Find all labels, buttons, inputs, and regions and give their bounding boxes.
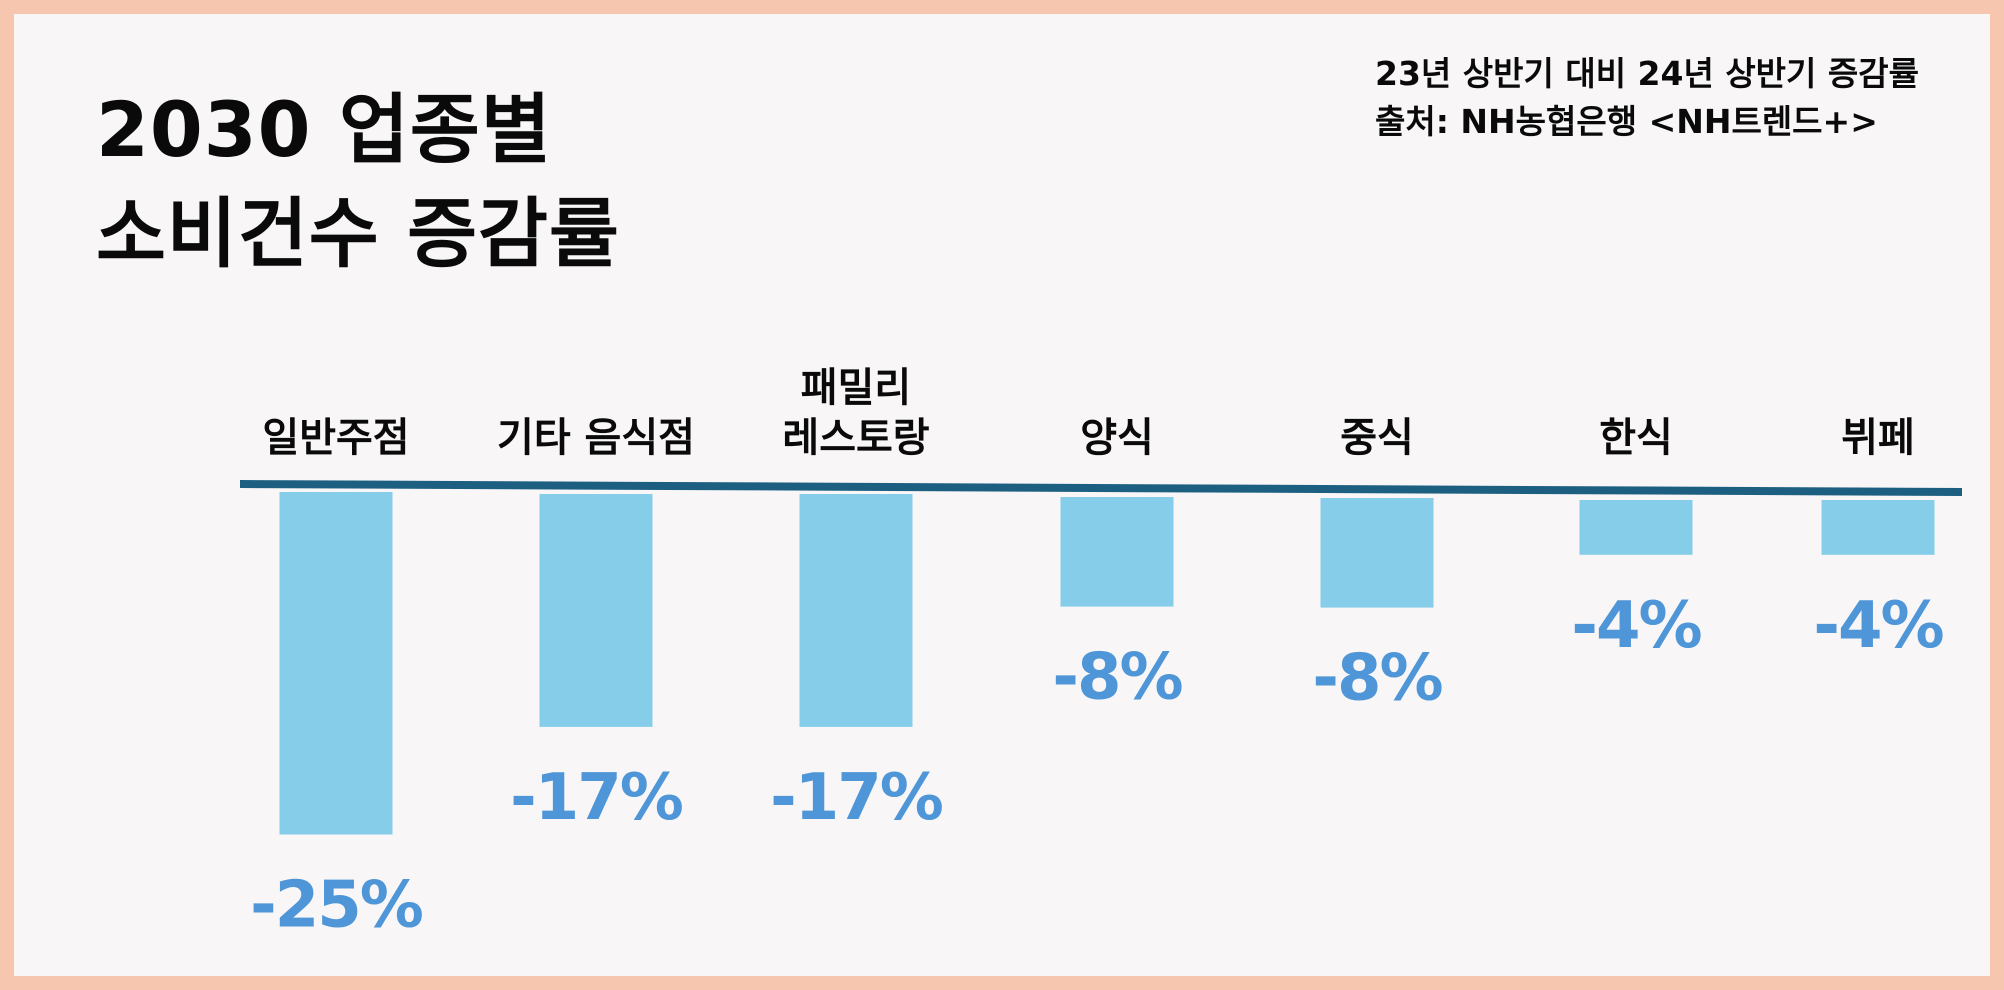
category-label-5: 중식 [1340, 415, 1414, 461]
value-label-1: -25% [250, 869, 423, 943]
bar-4 [1060, 497, 1174, 607]
chart-subtitle: 23년 상반기 대비 24년 상반기 증감률 출처: NH농협은행 <NH트렌드… [1375, 50, 1919, 146]
bar-5 [1320, 498, 1434, 608]
subtitle-source: 출처: NH농협은행 <NH트렌드+> [1375, 102, 1878, 141]
value-label-6: -4% [1571, 589, 1701, 663]
chart-title: 2030 업종별 소비건수 증감률 [96, 78, 620, 286]
category-label-3-line-1: 패밀리 [801, 365, 911, 411]
bar-7 [1821, 500, 1935, 555]
bar-2 [539, 494, 653, 727]
chart-title-line-2: 소비건수 증감률 [96, 189, 620, 278]
value-label-2: -17% [510, 761, 683, 835]
value-label-group: -25% -17% -17% -8% -8% -4% -4% [250, 589, 1945, 943]
category-label-7: 뷔페 [1841, 415, 1915, 461]
category-label-4: 양식 [1080, 415, 1154, 461]
subtitle-comparison-period: 23년 상반기 대비 24년 상반기 증감률 [1375, 54, 1919, 93]
chart-baseline [239, 480, 1963, 496]
category-label-1: 일반주점 [262, 415, 409, 461]
bar-group [279, 492, 1935, 835]
bar-6 [1579, 500, 1693, 555]
value-label-5: -8% [1312, 642, 1442, 716]
chart-title-line-1: 2030 업종별 [96, 85, 552, 174]
bar-1 [279, 492, 393, 835]
value-label-3: -17% [770, 761, 943, 835]
category-label-3-line-2: 레스토랑 [782, 415, 929, 461]
category-label-6: 한식 [1599, 415, 1673, 461]
value-label-7: -4% [1813, 589, 1943, 663]
category-label-2: 기타 음식점 [497, 415, 695, 461]
bar-3 [799, 494, 913, 727]
value-label-4: -8% [1052, 641, 1182, 715]
